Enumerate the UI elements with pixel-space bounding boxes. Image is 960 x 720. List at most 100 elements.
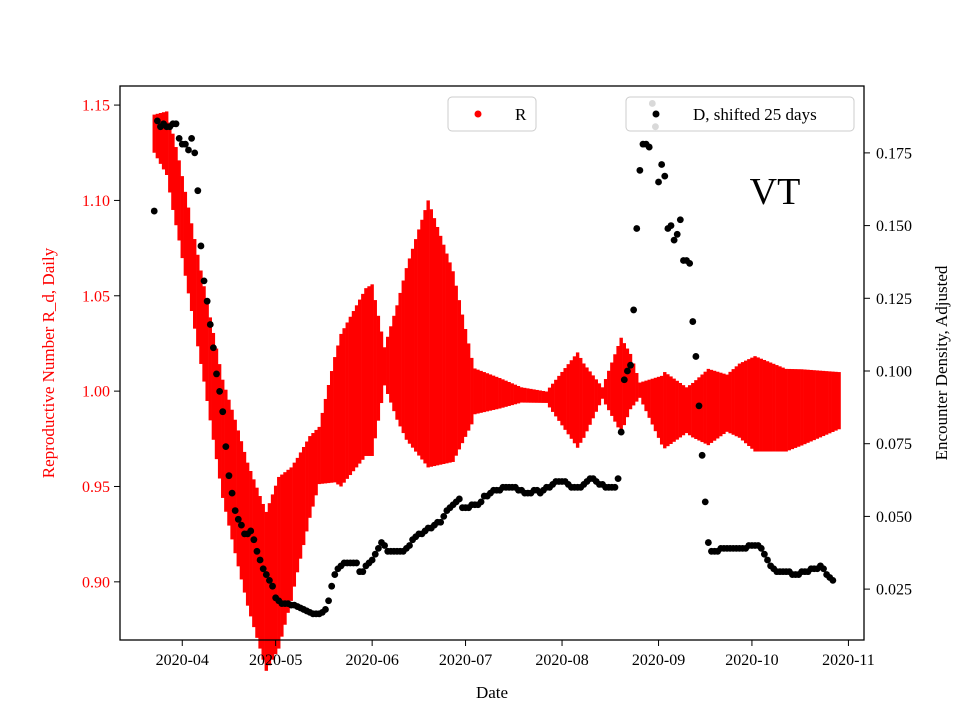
y-right-tick-label-0.150: 0.150 — [876, 218, 912, 235]
r-bar-day-58 — [264, 511, 269, 671]
r-bar-day-49 — [236, 430, 240, 567]
r-bar-day-133 — [498, 378, 502, 409]
d-point-23 — [222, 443, 230, 451]
r-bar-day-112 — [432, 218, 437, 467]
r-bar-day-102 — [401, 280, 405, 434]
legend-d-marker — [652, 110, 660, 118]
d-point-154 — [630, 306, 638, 314]
legend-r-box — [447, 96, 537, 132]
r-bar-day-192 — [681, 385, 686, 436]
r-bar-day-220 — [768, 362, 773, 452]
r-bar-day-135 — [504, 380, 508, 407]
r-bar-day-122 — [463, 329, 468, 437]
r-bar-day-209 — [734, 366, 739, 437]
d-point-13 — [191, 149, 199, 157]
r-bar-day-118 — [451, 271, 455, 462]
r-bar-day-212 — [744, 360, 748, 444]
d-point-196 — [760, 550, 768, 558]
r-bar-day-211 — [740, 362, 745, 441]
d-point-177 — [701, 498, 709, 506]
r-bar-day-116 — [445, 253, 449, 464]
d-point-92 — [437, 518, 445, 526]
d-point-65 — [353, 559, 360, 567]
legend-d-label: D, shifted 25 days — [693, 105, 817, 124]
d-point-167 — [670, 236, 678, 244]
r-bar-day-121 — [460, 314, 465, 444]
r-bar-day-183 — [653, 377, 658, 432]
r-bar-day-218 — [762, 359, 767, 452]
r-bar-day-222 — [775, 365, 779, 452]
r-bar-day-242 — [837, 372, 841, 430]
r-bar-day-189 — [672, 378, 676, 442]
r-bar-day-70 — [301, 446, 306, 546]
r-bar-day-64 — [283, 472, 287, 625]
r-bar-day-146 — [538, 390, 542, 403]
r-bar-day-72 — [308, 436, 312, 518]
legend-r-label: R — [515, 105, 527, 124]
d-point-36 — [262, 571, 270, 578]
r-bar-day-104 — [407, 258, 412, 444]
r-bar-day-239 — [828, 371, 832, 434]
r-bar-day-93 — [373, 300, 377, 439]
r-bar-day-48 — [233, 419, 237, 554]
y-right-tick-label-0.025: 0.025 — [876, 582, 912, 599]
d-point-20 — [213, 370, 220, 378]
r-bar-day-123 — [466, 343, 471, 431]
plot-frame — [119, 85, 865, 641]
d-point-159 — [645, 143, 653, 151]
r-bar-day-184 — [656, 376, 661, 438]
x-tick-label-2020-11: 2020-11 — [822, 652, 875, 669]
r-bar-day-214 — [750, 357, 754, 449]
r-bar-day-152 — [557, 375, 561, 421]
r-bar-day-153 — [560, 371, 564, 426]
d-point-21 — [216, 387, 224, 395]
d-point-17 — [203, 297, 211, 305]
r-bar-day-92 — [370, 284, 374, 456]
r-bar-day-150 — [551, 383, 555, 412]
r-bar-day-87 — [354, 305, 359, 468]
r-bar-day-137 — [510, 383, 514, 406]
r-bar-day-156 — [569, 360, 574, 439]
r-bar-day-142 — [526, 388, 530, 403]
r-bar-day-181 — [647, 379, 651, 418]
r-bar-day-43 — [217, 364, 222, 479]
r-bar-day-45 — [224, 389, 228, 512]
r-bar-day-129 — [485, 373, 490, 412]
d-point-19 — [209, 344, 217, 352]
r-bar-day-182 — [650, 378, 655, 425]
r-bar-day-115 — [442, 244, 446, 464]
d-point-172 — [686, 260, 694, 267]
r-bar-day-161 — [585, 367, 589, 432]
d-point-33 — [253, 547, 261, 555]
r-bar-day-36 — [196, 254, 200, 347]
r-bar-day-51 — [242, 451, 247, 593]
r-bar-day-24 — [158, 113, 163, 164]
r-bar-day-217 — [759, 358, 763, 452]
r-bar-day-159 — [579, 357, 583, 443]
r-bar-day-125 — [473, 368, 477, 415]
r-bar-day-187 — [666, 374, 670, 447]
y-right-tick-label-0.075: 0.075 — [876, 436, 912, 453]
axis-ticks: 2020-04 2020-05 2020-06 2020-07 2020-08 2020-… — [82, 98, 912, 669]
r-bar-day-63 — [280, 474, 284, 637]
d-point-152 — [624, 367, 631, 375]
r-bar-day-234 — [812, 370, 816, 441]
r-bar-day-232 — [806, 369, 810, 443]
d-point-55 — [322, 606, 329, 613]
d-point-26 — [231, 507, 239, 514]
d-point-176 — [698, 451, 706, 459]
d-point-0 — [150, 207, 158, 215]
r-bar-day-97 — [386, 336, 390, 394]
r-bar-day-190 — [675, 380, 679, 440]
r-bar-day-98 — [389, 326, 393, 403]
r-bar-day-77 — [323, 398, 328, 484]
r-bar-day-111 — [429, 209, 433, 467]
d-point-98 — [455, 495, 463, 503]
r-bar-day-39 — [205, 301, 209, 401]
r-bar-day-42 — [214, 348, 219, 460]
d-point-14 — [194, 187, 202, 195]
r-bar-day-32 — [183, 191, 188, 276]
r-bar-day-76 — [320, 412, 325, 484]
y-right-tick-label-0.125: 0.125 — [876, 291, 912, 308]
